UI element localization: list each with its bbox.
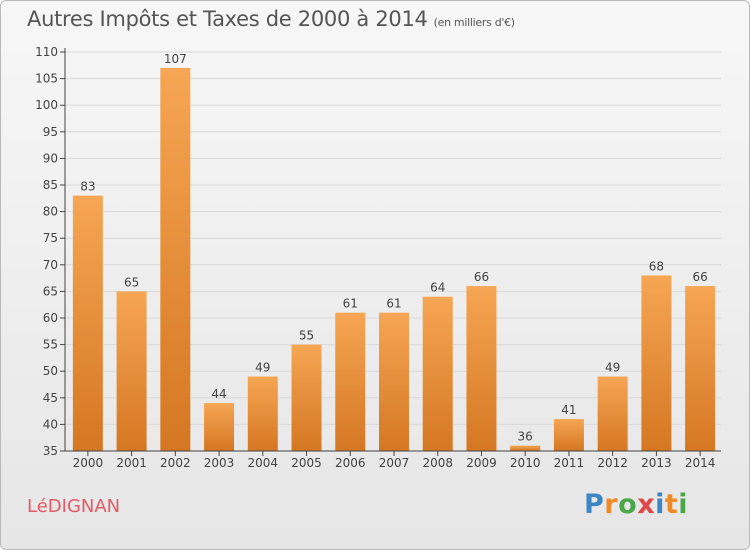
y-tick-label: 85 (43, 178, 58, 192)
x-tick-label: 2013 (641, 456, 672, 470)
bar-2001 (116, 291, 147, 451)
x-tick-label: 2010 (510, 456, 541, 470)
x-tick-label: 2000 (73, 456, 104, 470)
data-label-2003: 44 (211, 387, 226, 401)
data-label-2000: 83 (80, 180, 95, 194)
data-label-2014: 66 (692, 270, 707, 284)
logo-letter: o (618, 489, 638, 520)
y-tick-label: 40 (43, 417, 58, 431)
logo-letter: P (584, 489, 605, 520)
x-tick-label: 2012 (597, 456, 628, 470)
x-tick-label: 2014 (685, 456, 716, 470)
axes (60, 48, 721, 456)
x-tick-label: 2008 (422, 456, 453, 470)
y-tick-label: 60 (43, 311, 58, 325)
data-label-2009: 66 (474, 270, 489, 284)
x-tick-label: 2005 (291, 456, 322, 470)
data-label-2002: 107 (164, 52, 187, 66)
x-tick-label: 2009 (466, 456, 497, 470)
data-label-2005: 55 (299, 329, 314, 343)
logo-letter: i (655, 489, 665, 520)
y-tick-label: 75 (43, 231, 58, 245)
bar-2010 (510, 445, 541, 451)
x-tick-label: 2001 (116, 456, 147, 470)
chart-subtitle: (en milliers d'€) (433, 16, 515, 29)
logo-letter: x (637, 489, 656, 520)
chart-title-text: Autres Impôts et Taxes de 2000 à 2014 (27, 7, 428, 31)
x-tick-label: 2011 (554, 456, 585, 470)
y-tick-label: 90 (43, 151, 58, 165)
bar-2003 (204, 403, 235, 451)
y-tick-label: 105 (35, 72, 58, 86)
x-tick-label: 2006 (335, 456, 366, 470)
bar-2009 (466, 286, 497, 451)
logo-letter: i (678, 489, 689, 520)
y-tick-label: 80 (43, 205, 58, 219)
y-tick-label: 55 (43, 338, 58, 352)
y-tick-label: 50 (43, 364, 58, 378)
bar-2006 (335, 312, 366, 451)
bar-2011 (553, 419, 584, 451)
y-tick-label: 65 (43, 284, 58, 298)
logo-letter: t (664, 489, 679, 520)
bar-2000 (72, 195, 103, 451)
bar-2005 (291, 344, 322, 451)
data-label-2011: 41 (561, 403, 576, 417)
data-label-2007: 61 (386, 297, 401, 311)
bar-2012 (597, 376, 628, 451)
labels: 35 40 45 50 55 60 65 70 75 80 85 90 95 100 105 110 83 200… (35, 45, 715, 470)
data-label-2013: 68 (649, 259, 664, 273)
data-label-2012: 49 (605, 361, 620, 375)
bar-2014 (685, 286, 716, 451)
data-label-2006: 61 (343, 297, 358, 311)
y-tick-label: 100 (35, 98, 58, 112)
y-tick-label: 95 (43, 125, 58, 139)
data-label-2010: 36 (518, 430, 533, 444)
chart-title: Autres Impôts et Taxes de 2000 à 2014 (en… (27, 7, 515, 31)
x-tick-label: 2007 (379, 456, 410, 470)
data-label-2001: 65 (124, 275, 139, 289)
proxiti-logo: Proxiti (584, 489, 688, 520)
data-label-2008: 64 (430, 281, 445, 295)
y-tick-label: 70 (43, 258, 58, 272)
logo-letter: r (604, 489, 619, 520)
x-tick-label: 2002 (160, 456, 191, 470)
y-tick-label: 110 (35, 45, 58, 59)
data-label-2004: 49 (255, 361, 270, 375)
bars (72, 67, 716, 452)
bar-2013 (641, 275, 672, 451)
bar-2007 (379, 312, 409, 451)
bar-2004 (247, 376, 278, 451)
location-label: LéDIGNAN (27, 496, 121, 517)
x-tick-label: 2003 (204, 456, 235, 470)
x-tick-label: 2004 (248, 456, 279, 470)
y-tick-label: 45 (43, 391, 58, 405)
bar-2008 (422, 296, 453, 451)
y-tick-label: 35 (43, 444, 58, 458)
bar-2002 (160, 67, 191, 452)
